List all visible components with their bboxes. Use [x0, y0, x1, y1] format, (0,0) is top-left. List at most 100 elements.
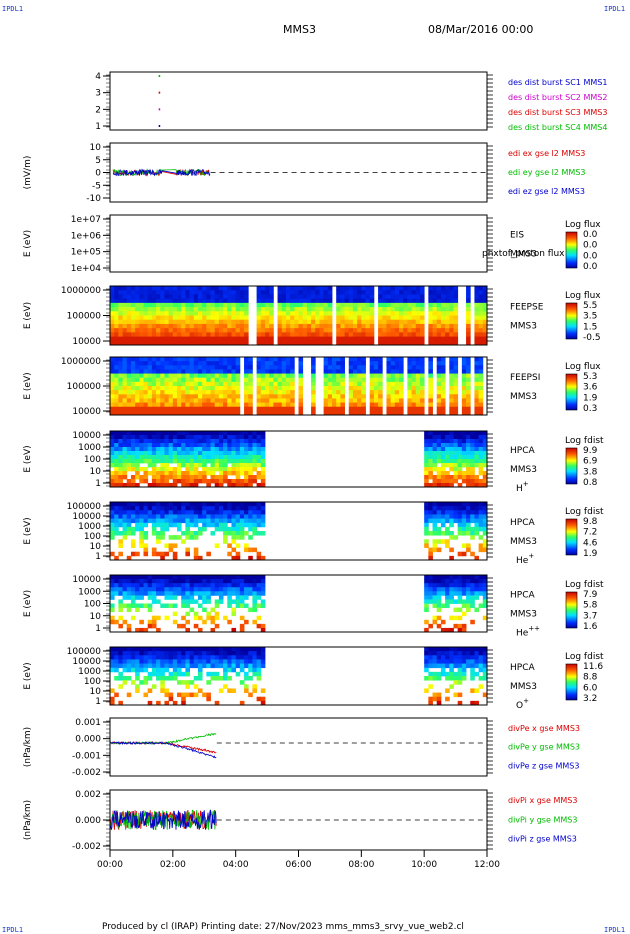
- heatmap-cell: [214, 365, 220, 370]
- heatmap-cell: [214, 443, 220, 448]
- heatmap-cell: [340, 332, 345, 337]
- series-divpe: [109, 732, 487, 759]
- heatmap-cell: [210, 294, 216, 300]
- heatmap-cell: [139, 526, 144, 532]
- heatmap-cell: [244, 483, 249, 488]
- heatmap-cell: [189, 369, 195, 374]
- heatmap-cell: [160, 402, 165, 408]
- heatmap-cell: [139, 663, 144, 669]
- heatmap-cell: [143, 655, 149, 660]
- heatmap-cell: [269, 323, 274, 329]
- heatmap-cell: [227, 390, 232, 395]
- heatmap-cell: [214, 406, 220, 412]
- heatmap-cell: [357, 319, 362, 325]
- heatmap-cell: [399, 328, 404, 333]
- heatmap-cell: [369, 406, 375, 412]
- heatmap-cell: [223, 336, 228, 342]
- series-divpi: [109, 809, 487, 831]
- heatmap-cell: [474, 555, 480, 561]
- heatmap-cell: [436, 579, 442, 584]
- heatmap-cell: [223, 294, 228, 300]
- heatmap-cell: [231, 607, 237, 613]
- heatmap-cell: [239, 663, 245, 669]
- heatmap-cell: [440, 311, 446, 316]
- heatmap-cell: [373, 369, 379, 374]
- heatmap-cell: [110, 603, 115, 608]
- heatmap-cell: [122, 455, 128, 460]
- heatmap-cell: [436, 583, 442, 588]
- heatmap-cell: [147, 336, 153, 342]
- heatmap-cell: [285, 361, 291, 366]
- heatmap-cell: [181, 510, 186, 515]
- heatmap-cell: [202, 514, 207, 519]
- heatmap-cell: [214, 583, 220, 588]
- heatmap-cell: [218, 451, 224, 456]
- heatmap-cell: [474, 483, 480, 488]
- heatmap-cell: [110, 526, 115, 532]
- heatmap-cell: [390, 357, 396, 362]
- heatmap-cell: [197, 667, 203, 673]
- heatmap-cell: [415, 402, 421, 408]
- heatmap-cell: [327, 398, 333, 403]
- heatmap-cell: [357, 340, 362, 346]
- heatmap-cell: [357, 298, 362, 304]
- heatmap-cell: [327, 323, 333, 329]
- heatmap-cell: [248, 607, 253, 613]
- heatmap-cell: [256, 365, 262, 370]
- heatmap-cell: [453, 447, 459, 452]
- heatmap-cell: [210, 591, 216, 596]
- heatmap-cell: [390, 286, 396, 291]
- heatmap-cell: [114, 386, 119, 391]
- heatmap-cell: [210, 302, 216, 308]
- heatmap-cell: [474, 514, 480, 519]
- heatmap-cell: [461, 386, 467, 391]
- heatmap-cell: [415, 357, 421, 362]
- heatmap-cell: [281, 398, 287, 403]
- heatmap-cell: [210, 455, 216, 460]
- heatmap-cell: [122, 471, 128, 476]
- heatmap-cell: [357, 307, 362, 312]
- heatmap-cell: [390, 332, 396, 337]
- heatmap-cell: [235, 663, 241, 669]
- heatmap-cell: [130, 373, 136, 379]
- heatmap-cell: [252, 435, 258, 440]
- heatmap-cell: [147, 700, 153, 706]
- heatmap-cell: [428, 575, 433, 580]
- heatmap-cell: [466, 447, 471, 452]
- heatmap-cell: [231, 579, 237, 584]
- heatmap-cell: [193, 467, 199, 472]
- heatmap-cell: [160, 514, 165, 519]
- heatmap-cell: [399, 365, 404, 370]
- heatmap-cell: [231, 439, 237, 444]
- heatmap-cell: [218, 447, 224, 452]
- heatmap-cell: [285, 402, 291, 408]
- heatmap-cell: [164, 510, 170, 515]
- heatmap-cell: [256, 671, 262, 677]
- heatmap-cell: [474, 651, 480, 656]
- heatmap-cell: [160, 328, 165, 333]
- heatmap-cell: [160, 535, 165, 540]
- heatmap-cell: [197, 518, 203, 524]
- heatmap-cell: [306, 307, 312, 312]
- heatmap-cell: [193, 475, 199, 480]
- heatmap-cell: [248, 394, 253, 399]
- heatmap-cell: [160, 298, 165, 304]
- heatmap-cell: [256, 518, 262, 524]
- heatmap-cell: [394, 294, 400, 300]
- heatmap-cell: [210, 459, 216, 464]
- heatmap-cell: [244, 394, 249, 399]
- heatmap-cell: [177, 522, 182, 528]
- heatmap-cell: [445, 319, 450, 325]
- heatmap-cell: [114, 443, 119, 448]
- heatmap-cell: [298, 381, 304, 387]
- heatmap-cell: [110, 394, 115, 399]
- heatmap-cell: [323, 294, 329, 300]
- heatmap-cell: [390, 319, 396, 325]
- heatmap-cell: [298, 286, 304, 291]
- heatmap-cell: [244, 619, 249, 625]
- heatmap-cell: [193, 451, 199, 456]
- heatmap-cell: [457, 655, 463, 660]
- heatmap-cell: [244, 332, 249, 337]
- heatmap-cell: [399, 361, 404, 366]
- heatmap-cell: [197, 294, 203, 300]
